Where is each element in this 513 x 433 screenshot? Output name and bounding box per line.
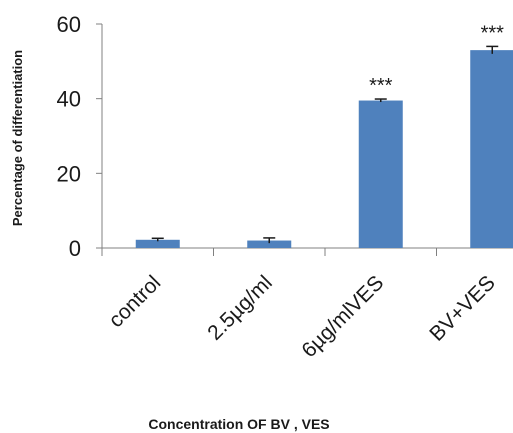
y-tick-label: 40 — [57, 87, 81, 112]
significance-label: *** — [369, 75, 393, 97]
x-tick-label: 6µg/mlVES — [297, 271, 388, 362]
x-tick-label: BV+VES — [425, 271, 499, 345]
x-axis-title: Concentration OF BV , VES — [148, 416, 329, 432]
x-tick-label: 2.5µg/ml — [203, 271, 277, 345]
significance-label: *** — [481, 22, 505, 44]
y-tick-label: 20 — [57, 161, 81, 186]
y-axis-title: Percentage of differentiation — [10, 50, 25, 226]
bars: *** *** — [135, 22, 513, 249]
y-axis: 0 20 40 60 — [57, 12, 103, 261]
y-tick-label: 0 — [69, 236, 81, 261]
x-tick-label: control — [104, 271, 165, 332]
y-tick-label: 60 — [57, 12, 81, 37]
bar — [247, 240, 292, 248]
bar — [358, 100, 403, 249]
x-axis: control 2.5µg/ml 6µg/mlVES BV+VES — [101, 247, 513, 362]
bar — [470, 50, 513, 249]
bar — [135, 239, 180, 248]
